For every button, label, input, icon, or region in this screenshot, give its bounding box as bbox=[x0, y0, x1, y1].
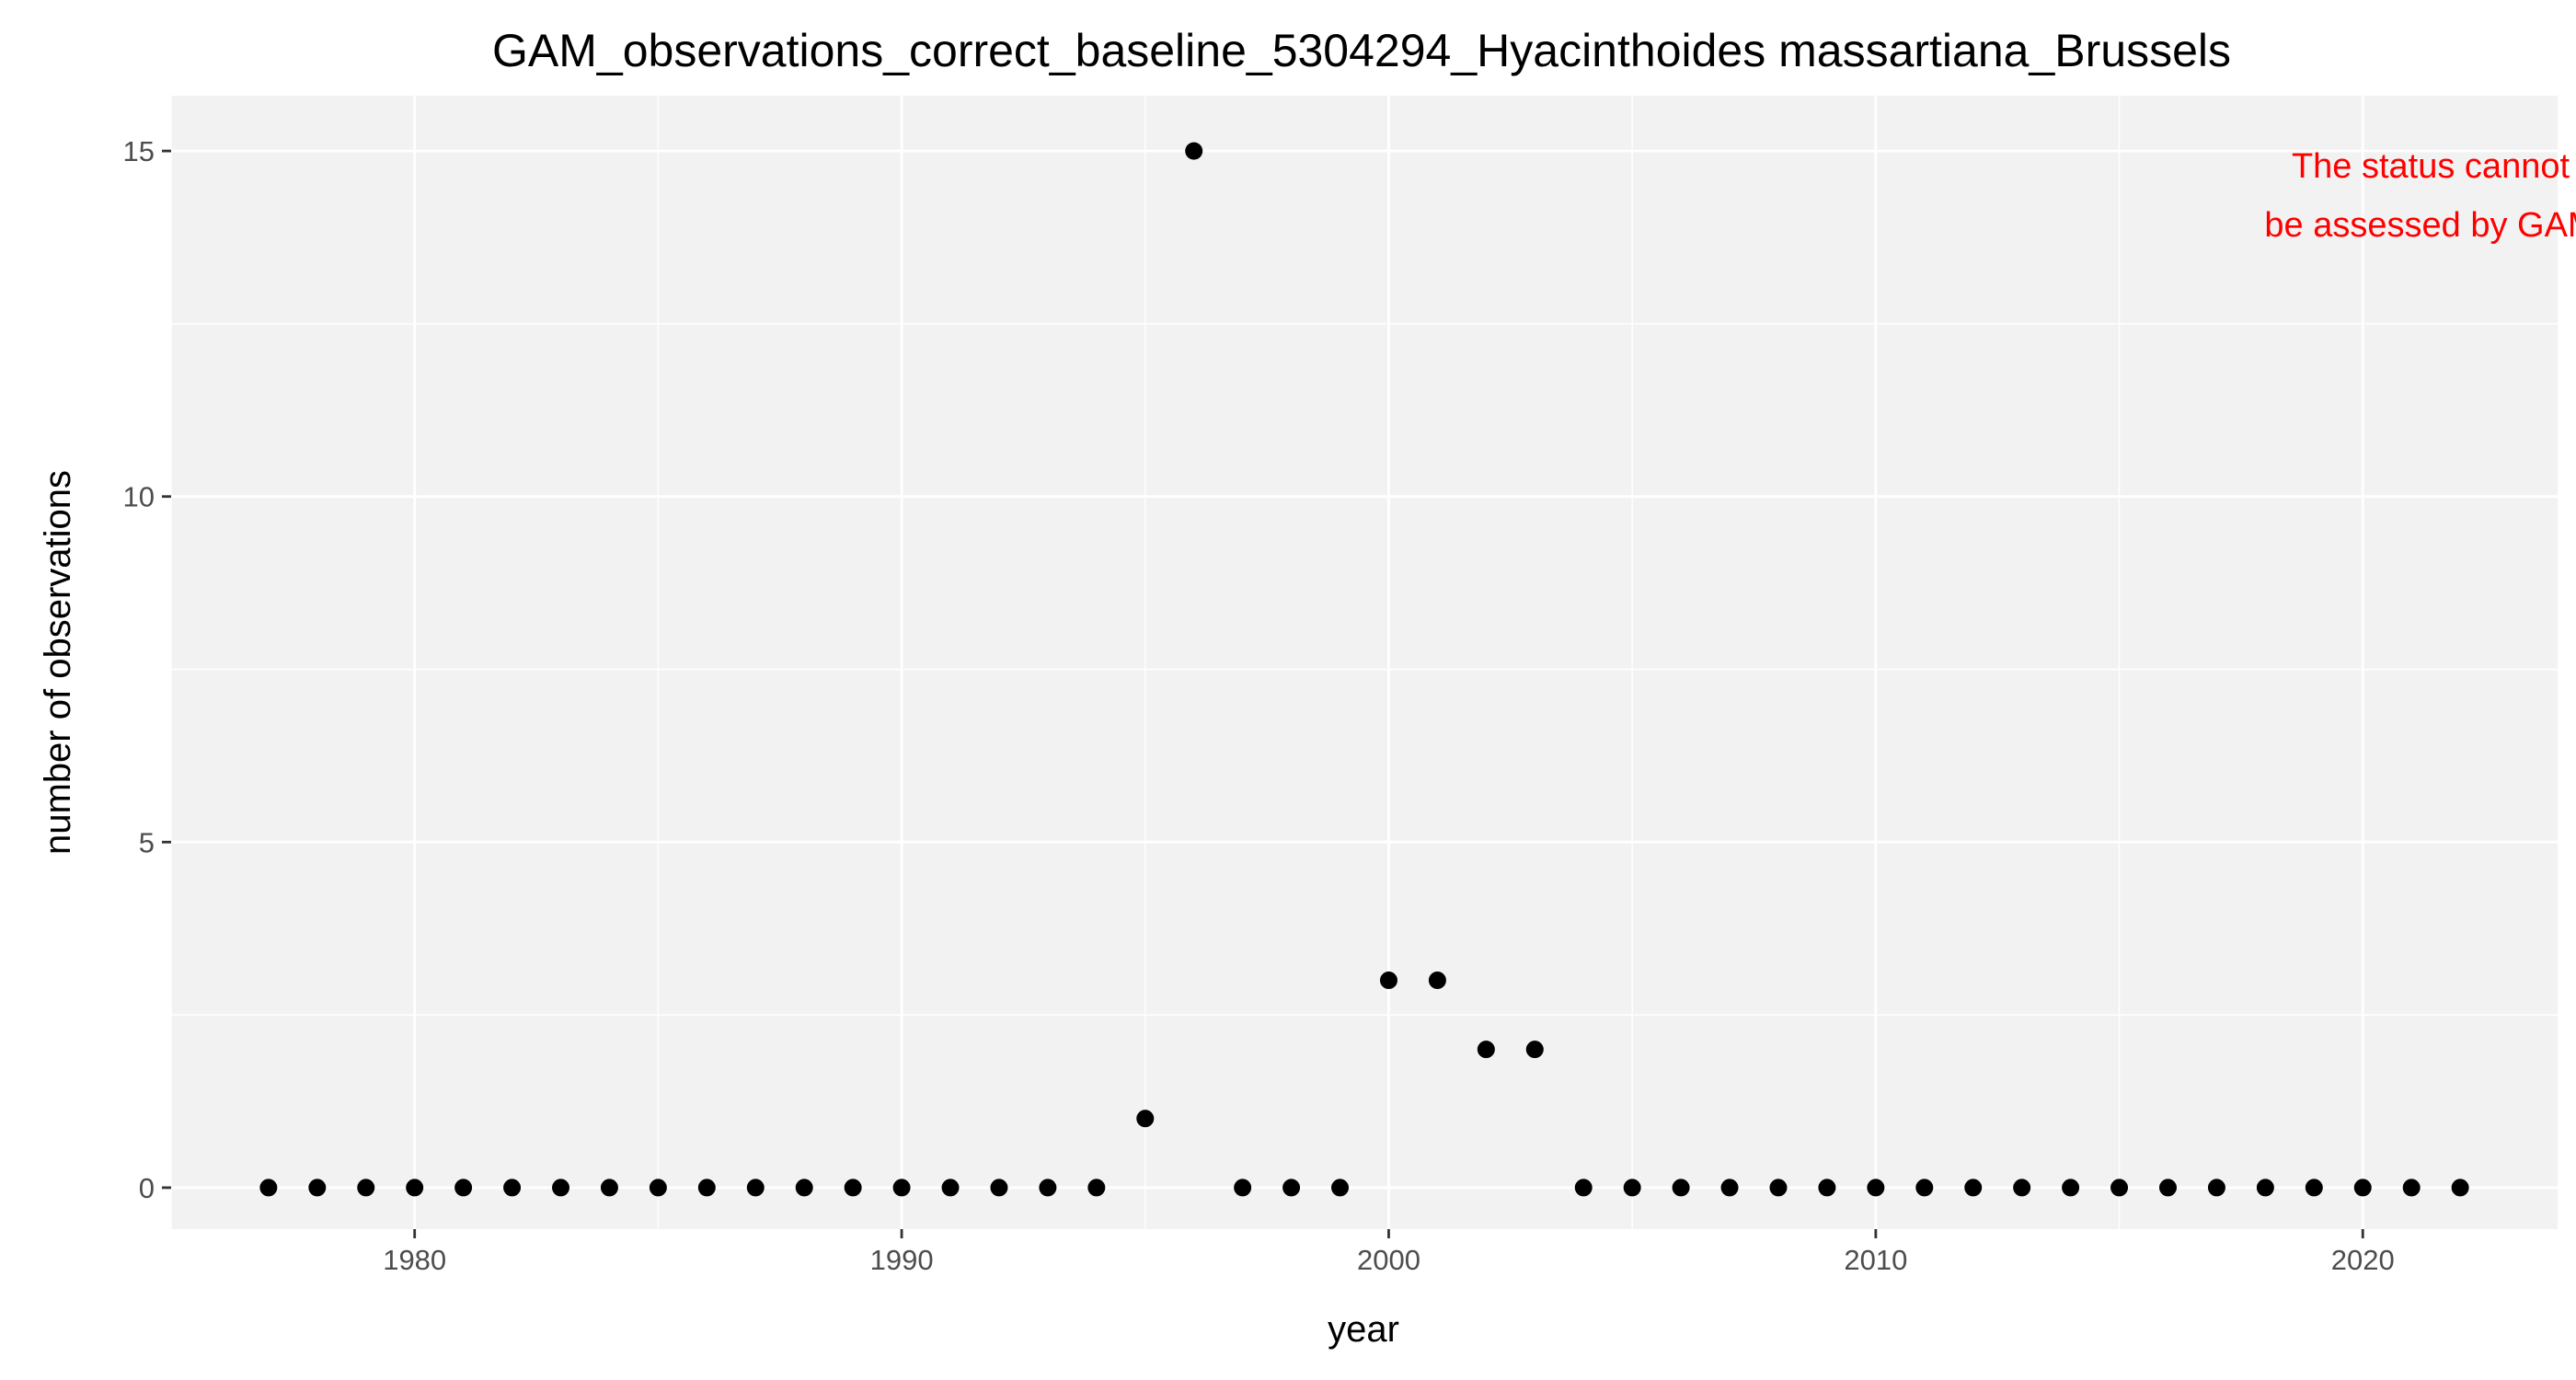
data-point bbox=[308, 1179, 327, 1197]
data-points bbox=[259, 142, 2469, 1197]
data-point bbox=[259, 1179, 278, 1197]
data-point bbox=[746, 1179, 765, 1197]
annotation-line-2: be assessed by GAM bbox=[2264, 206, 2576, 245]
data-point bbox=[990, 1179, 1008, 1197]
data-point bbox=[1818, 1179, 1836, 1197]
data-point bbox=[1331, 1179, 1350, 1197]
data-point bbox=[1379, 972, 1397, 990]
data-point bbox=[1282, 1179, 1301, 1197]
data-point bbox=[2158, 1179, 2177, 1197]
x-tick-label: 1990 bbox=[870, 1244, 934, 1276]
data-point bbox=[2207, 1179, 2225, 1197]
x-axis: 1980 1990 2000 2010 2020 bbox=[383, 1229, 2395, 1276]
minor-gridlines bbox=[170, 96, 2558, 1229]
annotation-line-1: The status cannot bbox=[2292, 147, 2570, 186]
y-tick-label: 0 bbox=[139, 1172, 155, 1204]
x-tick-label: 2000 bbox=[1357, 1244, 1420, 1276]
y-axis: 0 5 10 15 bbox=[123, 135, 171, 1204]
y-tick-label: 10 bbox=[123, 481, 155, 513]
data-point bbox=[1428, 972, 1446, 990]
data-point bbox=[1574, 1179, 1593, 1197]
x-tick-label: 2020 bbox=[2331, 1244, 2395, 1276]
data-point bbox=[941, 1179, 960, 1197]
data-point bbox=[2013, 1179, 2031, 1197]
data-point bbox=[357, 1179, 375, 1197]
data-point bbox=[649, 1179, 667, 1197]
data-point bbox=[844, 1179, 862, 1197]
data-point bbox=[2062, 1179, 2080, 1197]
data-point bbox=[1964, 1179, 1983, 1197]
data-point bbox=[1672, 1179, 1690, 1197]
data-point bbox=[1185, 142, 1203, 160]
data-point bbox=[1234, 1179, 1252, 1197]
data-point bbox=[503, 1179, 522, 1197]
data-point bbox=[1623, 1179, 1641, 1197]
y-axis-title: number of observations bbox=[38, 470, 78, 855]
x-axis-title: year bbox=[1328, 1309, 1399, 1350]
data-point bbox=[2305, 1179, 2323, 1197]
data-point bbox=[1477, 1041, 1495, 1059]
data-point bbox=[795, 1179, 813, 1197]
data-point bbox=[2451, 1179, 2469, 1197]
data-point bbox=[1039, 1179, 1057, 1197]
x-tick-label: 1980 bbox=[383, 1244, 446, 1276]
data-point bbox=[1867, 1179, 1885, 1197]
chart-title: GAM_observations_correct_baseline_530429… bbox=[492, 25, 2231, 76]
data-point bbox=[2256, 1179, 2274, 1197]
data-point bbox=[2353, 1179, 2372, 1197]
data-point bbox=[600, 1179, 618, 1197]
data-point bbox=[697, 1179, 716, 1197]
data-point bbox=[1136, 1110, 1155, 1128]
data-point bbox=[2110, 1179, 2129, 1197]
data-point bbox=[406, 1179, 424, 1197]
y-tick-label: 5 bbox=[139, 826, 155, 858]
x-tick-label: 2010 bbox=[1844, 1244, 1907, 1276]
data-point bbox=[1087, 1179, 1106, 1197]
data-point bbox=[1915, 1179, 1934, 1197]
plot-panel bbox=[171, 96, 2558, 1229]
data-point bbox=[1769, 1179, 1788, 1197]
data-point bbox=[2402, 1179, 2421, 1197]
y-tick-label: 15 bbox=[123, 135, 155, 167]
data-point bbox=[892, 1179, 911, 1197]
data-point bbox=[1720, 1179, 1739, 1197]
data-point bbox=[1525, 1041, 1544, 1059]
data-point bbox=[454, 1179, 473, 1197]
data-point bbox=[552, 1179, 570, 1197]
